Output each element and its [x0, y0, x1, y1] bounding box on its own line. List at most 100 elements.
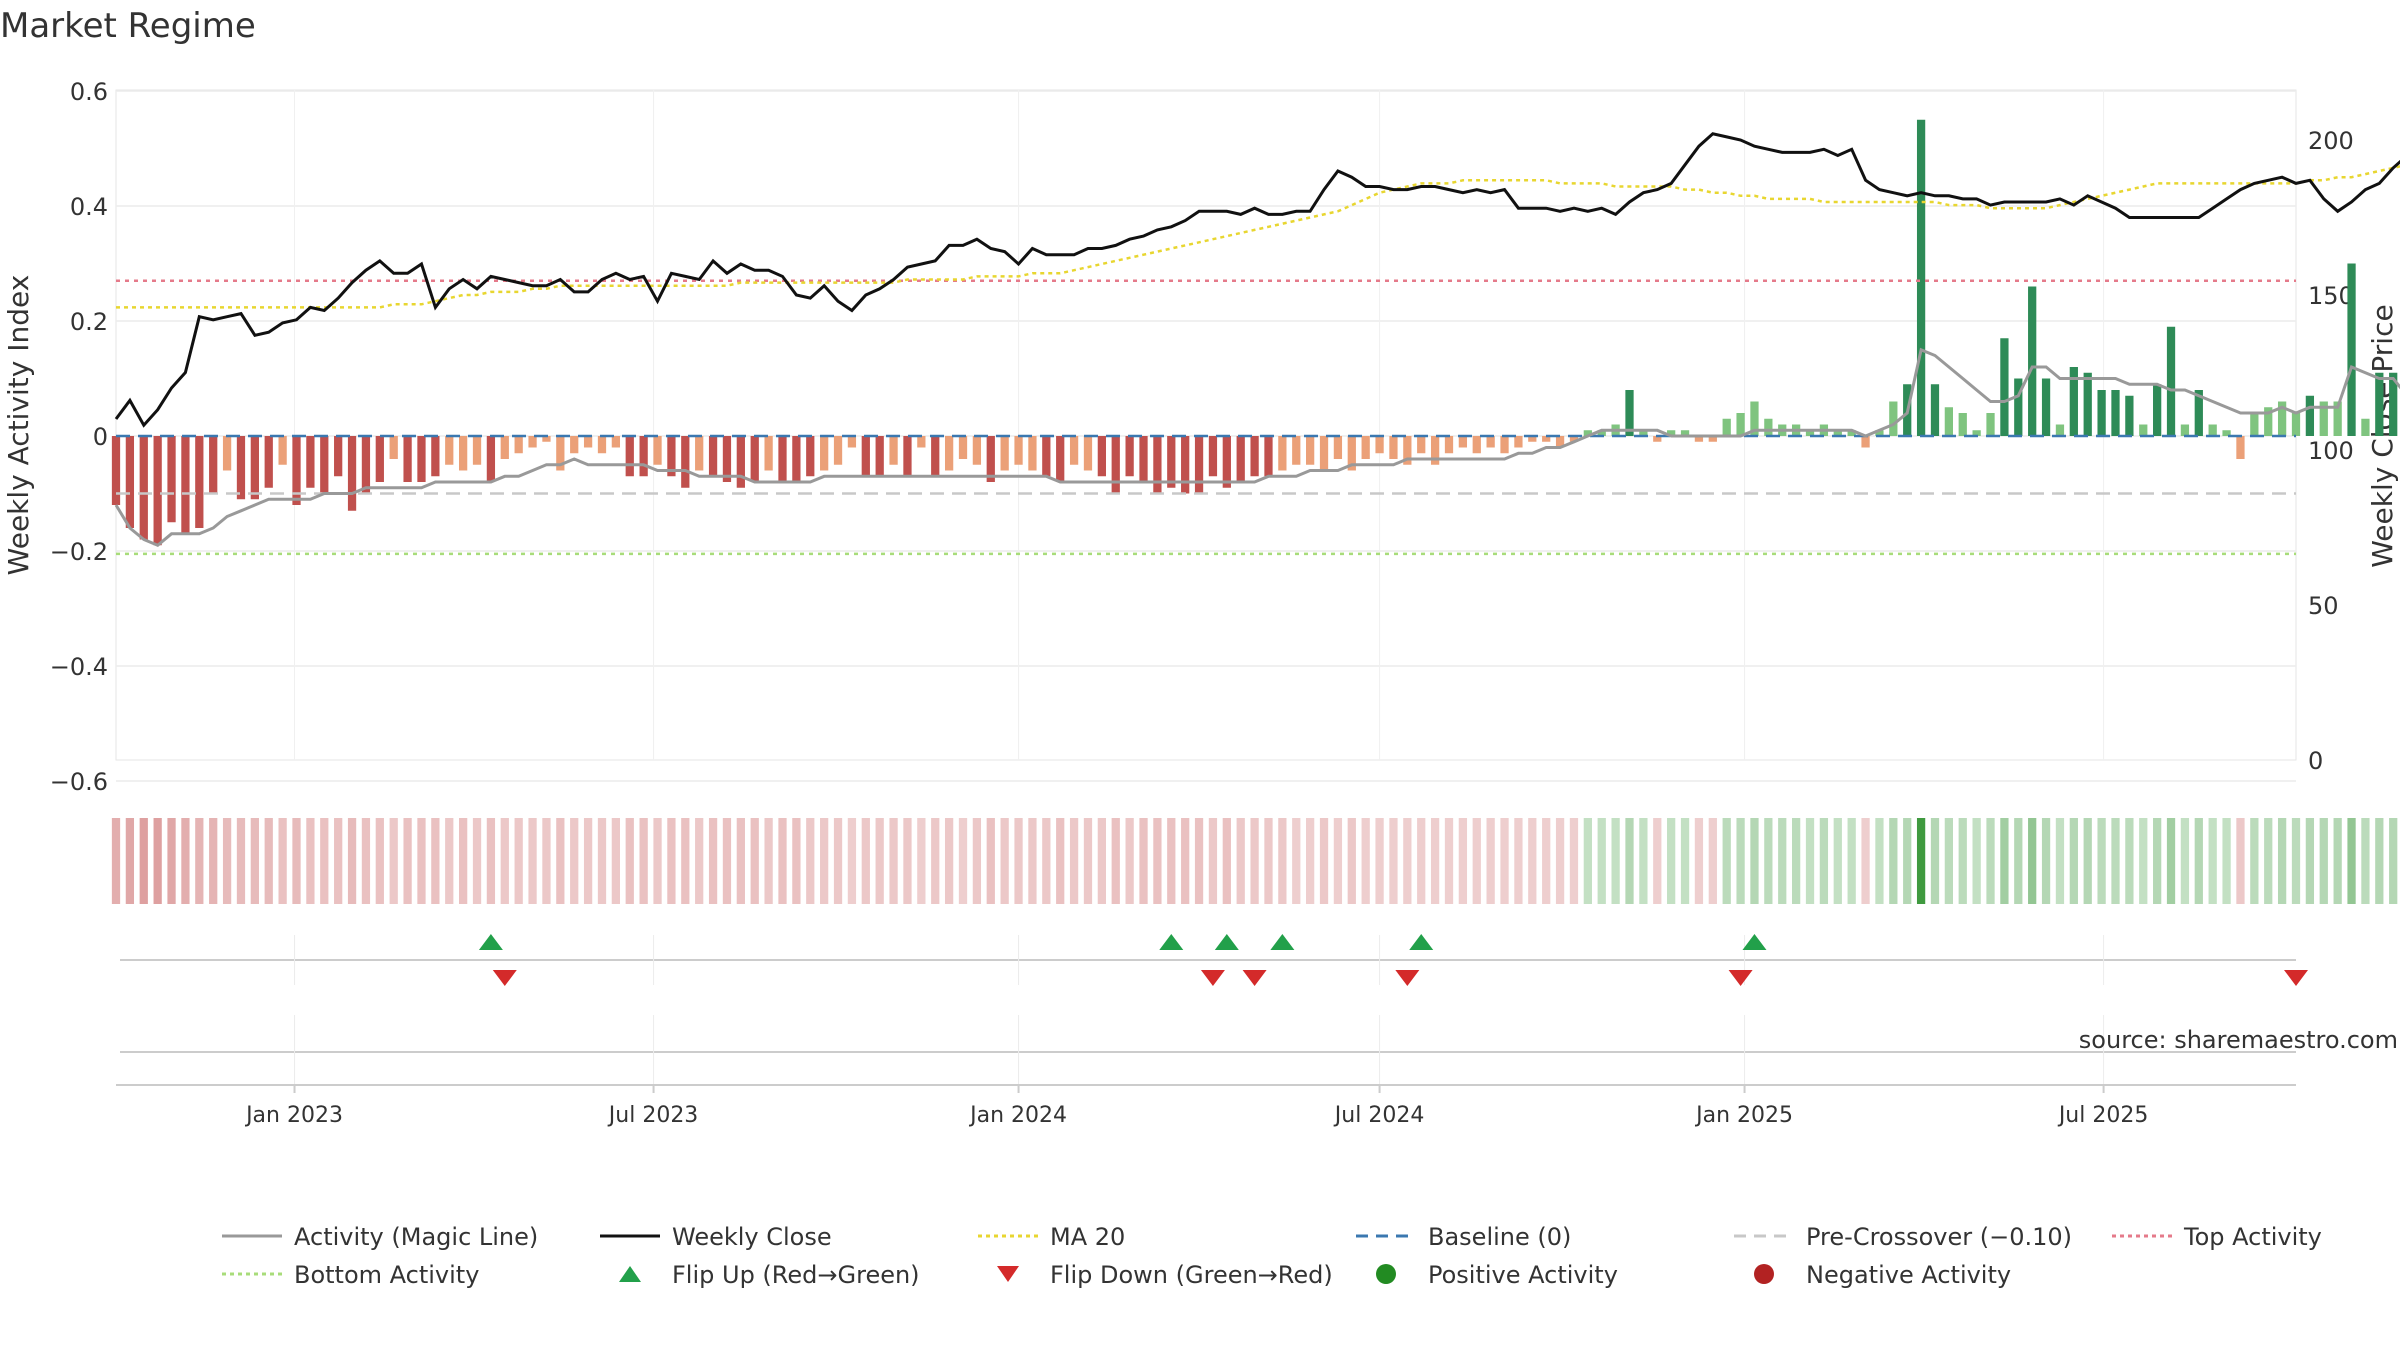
activity-bar: [1208, 436, 1218, 477]
activity-bar: [1667, 430, 1676, 436]
activity-bar: [334, 436, 343, 477]
activity-bar: [1722, 418, 1731, 436]
activity-bar: [361, 436, 371, 494]
activity-bar: [2291, 413, 2301, 436]
regime-strip-cell: [209, 818, 218, 904]
activity-bar: [236, 436, 246, 500]
activity-bar: [1555, 436, 1565, 448]
activity-bar: [667, 436, 676, 477]
activity-bar: [1458, 436, 1468, 448]
activity-bar: [583, 436, 593, 448]
regime-strip-cell: [1639, 818, 1648, 904]
regime-strip-cell: [320, 818, 329, 904]
regime-strip-cell: [1153, 818, 1162, 904]
activity-bar: [500, 436, 509, 459]
regime-strip-cell: [1097, 818, 1106, 904]
regime-strip-cell: [1430, 818, 1440, 904]
legend-swatch: [1754, 1264, 1774, 1284]
regime-strip-cell: [1208, 818, 1218, 904]
flip-down-marker: [1395, 970, 1420, 986]
regime-strip-cell: [1805, 818, 1815, 904]
plot-area: [115, 89, 2297, 761]
regime-strip-cell: [403, 818, 412, 904]
regime-strip-cell: [1028, 818, 1037, 904]
activity-bar: [222, 436, 232, 471]
activity-bar: [1000, 436, 1009, 471]
activity-bar: [1958, 413, 1967, 436]
regime-strip-cell: [1986, 818, 1995, 904]
activity-bar: [1861, 436, 1870, 448]
regime-strip-cell: [2333, 818, 2342, 904]
activity-bar: [2319, 401, 2328, 436]
activity-bar: [1389, 436, 1398, 459]
magic-line: [114, 347, 2400, 548]
regime-strip-cell: [1014, 818, 1023, 904]
activity-bar: [1292, 436, 1301, 465]
regime-strip-cell: [1056, 818, 1065, 904]
activity-bar: [597, 436, 607, 454]
flip-up-marker: [1214, 934, 1239, 950]
y-tick-label-right: 0: [2308, 747, 2323, 775]
regime-strip-cell: [167, 818, 176, 904]
activity-bar: [264, 436, 273, 488]
regime-strip-cell: [1694, 818, 1704, 904]
regime-strip-cell: [2111, 818, 2120, 904]
activity-bar: [1875, 430, 1884, 436]
activity-bar: [2000, 338, 2009, 436]
regime-strip-cell: [1375, 818, 1384, 904]
activity-bar: [1444, 436, 1454, 454]
regime-strip-cell: [847, 818, 857, 904]
regime-strip-cell: [2347, 818, 2356, 904]
activity-bar: [1361, 436, 1370, 459]
activity-bar: [708, 436, 718, 477]
regime-strip-cell: [2139, 818, 2148, 904]
regime-strip-cell: [833, 818, 843, 904]
activity-bar: [750, 436, 759, 482]
regime-strip-cell: [2069, 818, 2078, 904]
legend-label: Pre-Crossover (−0.10): [1806, 1223, 2072, 1251]
y-tick-label-right: 150: [2308, 282, 2354, 310]
y-tick-label-left: −0.2: [50, 538, 108, 566]
regime-strip-cell: [1083, 818, 1093, 904]
activity-bar: [1569, 436, 1579, 442]
activity-bar: [931, 436, 940, 477]
activity-bar: [2069, 367, 2078, 436]
activity-bar: [1306, 436, 1315, 465]
regime-strip-cell: [2277, 818, 2287, 904]
y-tick-label-right: 50: [2308, 592, 2339, 620]
legend-item: Bottom Activity: [222, 1261, 479, 1289]
activity-bar: [639, 436, 648, 477]
activity-bar: [944, 436, 954, 471]
activity-bar: [389, 436, 398, 459]
flip-down-marker: [1242, 970, 1267, 986]
activity-bar: [889, 436, 898, 465]
regime-strip-cell: [1472, 818, 1481, 904]
regime-strip-cell: [514, 818, 523, 904]
activity-bar: [1472, 436, 1481, 454]
activity-bar: [722, 436, 732, 482]
flip-up-marker: [1270, 934, 1295, 950]
regime-strip-cell: [1903, 818, 1912, 904]
activity-bar: [1542, 436, 1551, 442]
activity-bar: [2055, 424, 2065, 436]
activity-bar: [1764, 418, 1773, 436]
regime-strip-cell: [500, 818, 509, 904]
activity-bar: [111, 436, 121, 505]
regime-strip-cell: [1542, 818, 1551, 904]
regime-strip-cell: [1819, 818, 1829, 904]
activity-bar: [514, 436, 523, 454]
legend-label: MA 20: [1050, 1223, 1125, 1251]
regime-strip-cell: [236, 818, 246, 904]
activity-bar: [1403, 436, 1412, 465]
legend-item: Activity (Magic Line): [222, 1223, 538, 1251]
regime-strip-cell: [1278, 818, 1287, 904]
regime-strip-cell: [903, 818, 912, 904]
regime-strip-cell: [931, 818, 940, 904]
activity-bar: [1250, 436, 1259, 477]
regime-strip-cell: [625, 818, 634, 904]
regime-strip-cell: [1486, 818, 1495, 904]
regime-strip-cell: [264, 818, 273, 904]
activity-bar: [2208, 424, 2217, 436]
regime-strip-cell: [1736, 818, 1745, 904]
y-tick-label-right: 100: [2308, 437, 2354, 465]
